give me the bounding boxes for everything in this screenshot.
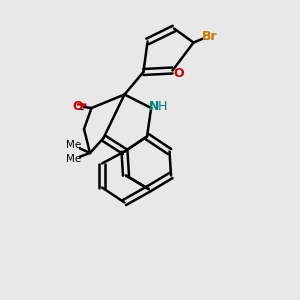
Text: O: O [73, 100, 83, 113]
Text: N: N [149, 100, 160, 113]
Text: Me: Me [66, 154, 81, 164]
Text: H: H [158, 100, 167, 113]
Text: Me: Me [66, 140, 81, 151]
Text: Br: Br [202, 30, 218, 43]
Text: O: O [173, 67, 184, 80]
